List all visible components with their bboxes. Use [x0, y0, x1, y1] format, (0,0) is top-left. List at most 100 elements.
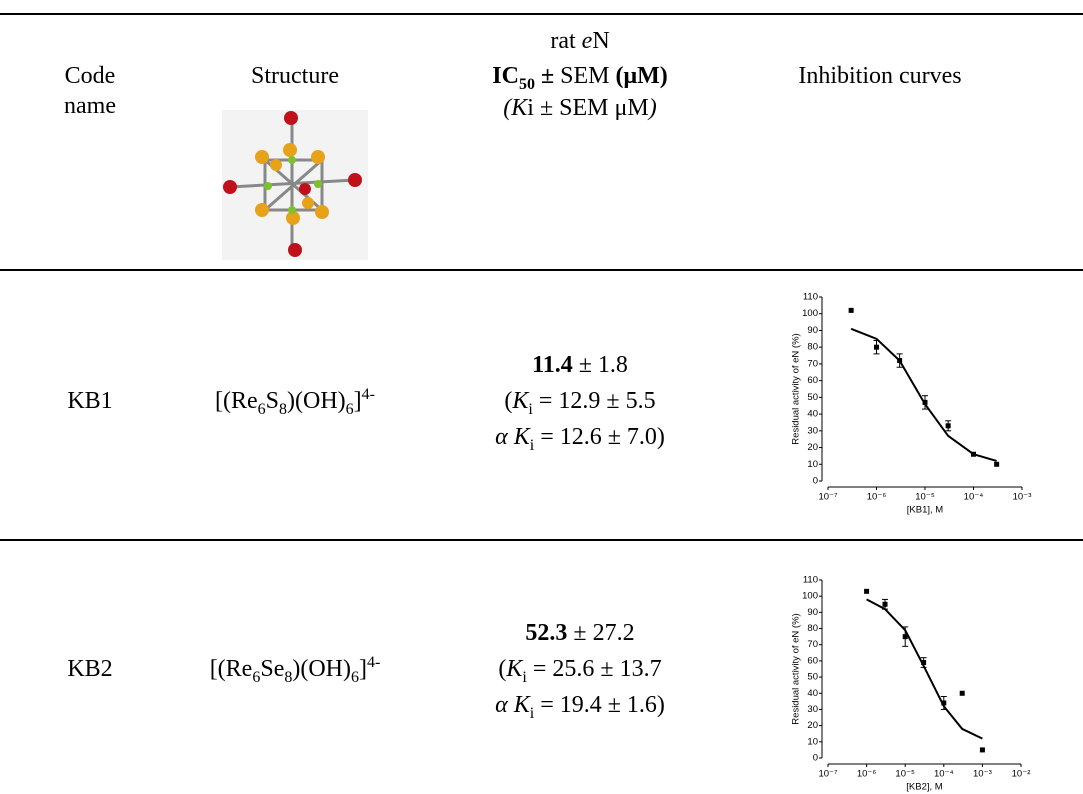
text-run: )(OH): [292, 656, 351, 682]
point: [980, 747, 985, 752]
alpha-ki: α Ki = 19.4 ± 1.6): [495, 692, 665, 722]
ic50: 52.3 ± 27.2: [525, 620, 634, 646]
molecule: [222, 110, 368, 260]
formula: [(Re6Se8)(OH)6]4-: [210, 654, 381, 686]
text-run: 11.4: [532, 352, 573, 378]
x-axis-label: [KB2], M: [906, 782, 943, 793]
y-tick-label: 10: [807, 736, 818, 747]
y-tick-label: 0: [813, 753, 818, 764]
text-run: )(OH): [287, 388, 346, 414]
x-tick-label: 10⁻⁷: [818, 769, 838, 780]
y-axis-label: Residual activity of eN (%): [791, 333, 802, 444]
text-run: IC: [492, 63, 519, 89]
text-run: rat: [550, 28, 581, 54]
text-run: 6: [252, 669, 260, 686]
text-run: (: [504, 388, 512, 414]
y-tick-label: 40: [807, 409, 818, 420]
x-tick-label: 10⁻⁵: [895, 769, 915, 780]
text-run: ± SEM μM: [534, 95, 649, 121]
text-run: 6: [258, 401, 266, 418]
table-page: CodenameStructurerat eNIC50 ± SEM (μM)(K…: [0, 0, 1083, 794]
y-tick-label: 70: [807, 358, 818, 369]
text-run: ± 27.2: [567, 620, 634, 646]
text-run: 4-: [367, 654, 380, 671]
ic50: 11.4 ± 1.8: [532, 352, 628, 378]
text-run: [(Re: [210, 656, 253, 682]
x-tick-label: 10⁻³: [1013, 492, 1032, 503]
y-tick-label: 60: [807, 375, 818, 386]
y-tick-label: 30: [807, 704, 818, 715]
text-run: = 19.4 ± 1.6): [534, 692, 665, 718]
text-run: ): [647, 95, 657, 121]
header-cell: (Ki ± SEM μM): [503, 95, 656, 121]
code-name: KB1: [67, 388, 112, 414]
x-tick-label: 10⁻⁶: [867, 492, 887, 503]
point: [960, 691, 965, 696]
y-tick-label: 20: [807, 720, 818, 731]
text-run: 8: [284, 669, 292, 686]
x-tick-label: 10⁻⁵: [915, 492, 935, 503]
text-run: e: [582, 28, 593, 54]
text-run: 8: [279, 401, 287, 418]
alpha-ki: α Ki = 12.6 ± 7.0): [495, 424, 665, 454]
x-tick-label: 10⁻⁷: [818, 492, 838, 503]
header-cell: IC50 ± SEM (μM): [492, 63, 667, 93]
text-run: ± 1.8: [573, 352, 628, 378]
text-run: (: [498, 656, 506, 682]
point: [864, 589, 869, 594]
y-tick-label: 50: [807, 392, 818, 403]
text-run: ]: [354, 388, 362, 414]
text-run: SEM: [560, 63, 615, 89]
x-tick-label: 10⁻⁴: [934, 769, 954, 780]
x-tick-label: 10⁻⁶: [857, 769, 877, 780]
text-run: 4-: [362, 386, 375, 403]
text-run: (μM): [615, 63, 667, 89]
y-tick-label: 70: [807, 639, 818, 650]
y-tick-label: 110: [803, 575, 818, 586]
text-run: = 12.6 ± 7.0): [534, 424, 665, 450]
y-tick-label: 30: [807, 425, 818, 436]
point: [849, 308, 854, 313]
text-run: N: [592, 28, 609, 54]
y-tick-label: 80: [807, 342, 818, 353]
text-run: 6: [351, 669, 359, 686]
formula: [(Re6S8)(OH)6]4-: [215, 386, 375, 418]
header-cell: name: [64, 93, 116, 119]
header-cell: Inhibition curves: [798, 63, 961, 89]
header-cell: rat eN: [550, 28, 609, 54]
text-run: ]: [359, 656, 367, 682]
y-tick-label: 60: [807, 655, 818, 666]
y-tick-label: 10: [807, 459, 818, 470]
text-run: ±: [535, 63, 560, 89]
ki: (Ki = 25.6 ± 13.7: [498, 656, 661, 686]
point: [971, 452, 976, 457]
x-tick-label: 10⁻³: [973, 769, 992, 780]
y-tick-label: 20: [807, 442, 818, 453]
x-tick-label: 10⁻⁴: [964, 492, 984, 503]
x-axis-label: [KB1], M: [907, 505, 944, 516]
y-tick-label: 100: [802, 591, 818, 602]
fit-curve: [867, 599, 983, 738]
text-run: Se: [260, 656, 284, 682]
text-run: S: [266, 388, 279, 414]
text-run: [(Re: [215, 388, 258, 414]
text-run: α: [495, 692, 514, 718]
text-run: = 12.9 ± 5.5: [533, 388, 656, 414]
y-axis-label: Residual activity of eN (%): [791, 613, 802, 724]
x-tick-label: 10⁻²: [1012, 769, 1031, 780]
ki: (Ki = 12.9 ± 5.5: [504, 388, 655, 418]
fit-curve: [851, 329, 997, 461]
code-name: KB2: [67, 656, 112, 682]
text-run: = 25.6 ± 13.7: [527, 656, 662, 682]
y-tick-label: 90: [807, 325, 818, 336]
y-tick-label: 110: [803, 292, 818, 303]
header-cell: Structure: [251, 63, 339, 89]
y-tick-label: 40: [807, 688, 818, 699]
text-run: 52.3: [525, 620, 567, 646]
text-run: 50: [519, 76, 535, 93]
text-run: 6: [346, 401, 354, 418]
text-run: α: [495, 424, 514, 450]
header-cell: Code: [65, 63, 116, 89]
